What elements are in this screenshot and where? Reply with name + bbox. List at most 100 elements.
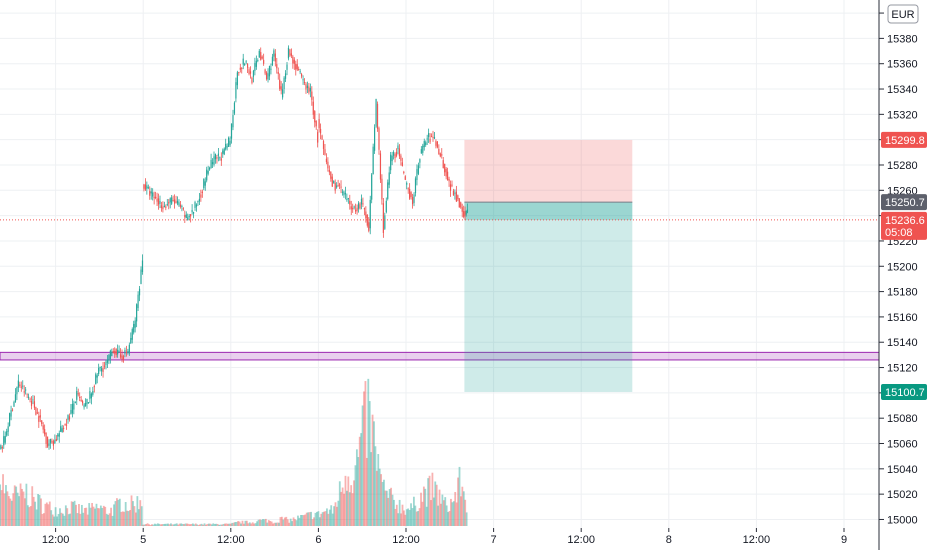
candle-body: [463, 211, 465, 217]
volume-bar: [394, 508, 397, 526]
candle-body: [241, 68, 243, 70]
volume-bar: [101, 507, 104, 526]
candle-body: [244, 64, 246, 66]
volume-bar: [110, 507, 112, 526]
volume-bar: [424, 488, 427, 526]
candle-body: [223, 148, 225, 155]
candle-body: [106, 359, 109, 363]
price-tick-label: 15120: [887, 363, 918, 375]
candle-body: [65, 424, 68, 426]
candle-body: [426, 138, 428, 140]
candle-body: [76, 390, 78, 400]
volume-bar: [244, 520, 247, 526]
candle-body: [74, 401, 76, 403]
candle-body: [229, 140, 231, 145]
candle-body: [11, 409, 14, 411]
volume-bar: [41, 513, 44, 526]
currency-button[interactable]: EUR: [887, 4, 919, 24]
candle-body: [57, 434, 59, 437]
candle-body: [195, 204, 198, 207]
volume-bar: [346, 490, 348, 526]
candle-body: [293, 59, 295, 64]
volume-bar: [226, 523, 229, 526]
short-position-tool[interactable]: [464, 139, 633, 392]
candle-body: [452, 190, 455, 196]
volume-bar: [142, 524, 145, 526]
volume-bar: [212, 523, 215, 526]
candle-body: [156, 198, 158, 202]
volume-bar: [451, 502, 454, 526]
candle-body: [175, 201, 177, 203]
candle-body: [400, 155, 402, 161]
volume-bar: [148, 524, 150, 526]
volume-bar: [113, 504, 115, 526]
volume-bar: [177, 524, 180, 526]
volume-bar: [337, 500, 340, 526]
volume-bar: [445, 505, 448, 526]
volume-bar: [16, 492, 19, 526]
candle-body: [230, 123, 233, 139]
volume-bar: [414, 505, 417, 526]
candle-body: [356, 207, 358, 211]
candle-body: [209, 167, 211, 170]
candle-body: [277, 71, 279, 74]
candle-body: [344, 193, 347, 195]
time-axis[interactable]: 12:00 5 12:00 6 12:00 7 12:00 8 12:00 9: [42, 528, 847, 546]
candle-body: [149, 191, 151, 196]
volume-bar: [135, 512, 137, 526]
last-price-label: 15236.6: [885, 215, 925, 227]
volume-bar: [28, 507, 31, 526]
candle-body: [73, 403, 75, 410]
candle-body: [239, 67, 241, 70]
volume-bar: [245, 520, 248, 526]
volume-bar: [79, 513, 82, 526]
volume-bar: [314, 512, 317, 526]
stop-zone: [464, 139, 633, 203]
volume-bar: [116, 498, 118, 526]
candle-body: [121, 355, 123, 360]
candle-body: [83, 404, 85, 408]
candle-body: [125, 352, 128, 354]
time-tick-label: 12:00: [392, 534, 420, 546]
candle-body: [430, 136, 433, 138]
volume-bar: [341, 487, 344, 526]
volume-bar: [387, 497, 390, 526]
candle-body: [390, 154, 392, 171]
volume-bar: [168, 524, 171, 526]
candle-body: [441, 154, 443, 156]
volume-bar: [197, 524, 200, 526]
candle-body: [17, 380, 19, 388]
volume-bar: [73, 500, 76, 526]
volume-bar: [282, 519, 285, 526]
volume-bar: [12, 493, 15, 526]
volume-bar: [170, 523, 172, 526]
volume-bar: [370, 452, 373, 526]
volume-bar: [377, 454, 380, 526]
volume-bar: [123, 511, 126, 526]
pnl-zone: [464, 202, 633, 220]
candle-body: [102, 368, 104, 372]
candle-body: [138, 288, 141, 296]
volume-bar: [18, 496, 20, 526]
last-price-badge: [881, 211, 927, 240]
take-profit-badge-label: 15100.7: [885, 387, 925, 399]
candle-body: [387, 182, 389, 199]
volume-bar: [143, 524, 146, 526]
candle-body: [181, 205, 183, 207]
candle-body: [336, 185, 338, 188]
volume-bar: [174, 523, 177, 526]
volume-bar: [153, 523, 156, 526]
candle-body: [140, 269, 142, 284]
volume-bar: [247, 523, 250, 526]
volume-bar: [118, 498, 121, 526]
candle-body: [98, 367, 100, 374]
time-tick-label: 12:00: [743, 534, 771, 546]
volume-bar: [120, 511, 123, 526]
volume-bar: [208, 523, 210, 526]
candle-body: [222, 150, 224, 154]
zone-rectangle[interactable]: [0, 351, 880, 361]
candle-body: [172, 200, 174, 202]
volume-bar: [404, 514, 407, 526]
candle-body: [115, 348, 117, 356]
